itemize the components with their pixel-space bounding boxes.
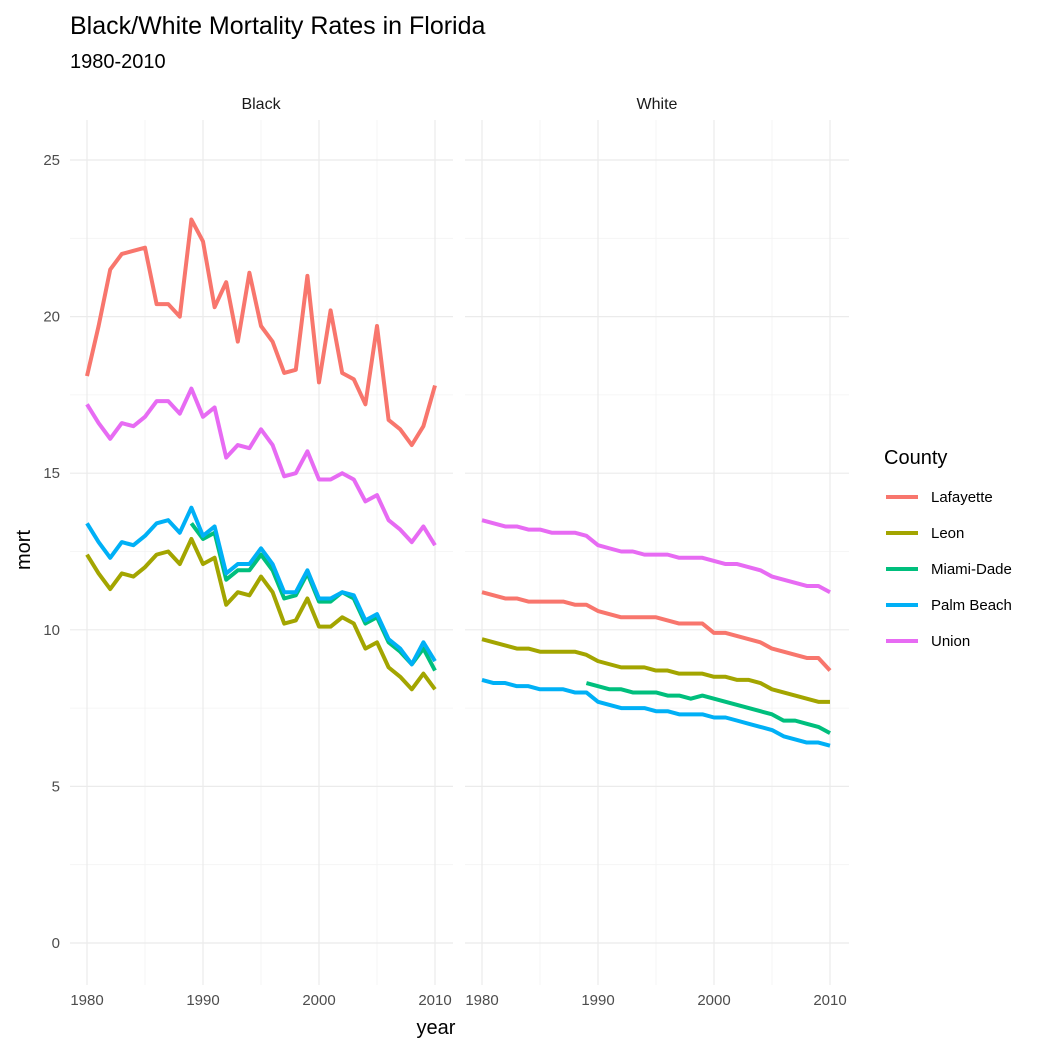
- y-axis-title: mort: [13, 530, 35, 570]
- y-tick-label: 5: [52, 778, 60, 795]
- series-line-black-union: [85, 386, 437, 547]
- y-tick-label: 10: [43, 622, 60, 639]
- series-line-white-miami-dade: [585, 681, 831, 735]
- x-tick-label: 2000: [697, 992, 730, 1009]
- legend-title: County: [884, 447, 947, 469]
- chart-title: Black/White Mortality Rates in Florida: [70, 12, 486, 40]
- y-tick-label: 25: [43, 152, 60, 169]
- x-tick-label: 1990: [581, 992, 614, 1009]
- panel-white-lines: [481, 518, 832, 748]
- series-line-white-union: [481, 518, 831, 594]
- x-tick-label: 1990: [186, 992, 219, 1009]
- panel-black: Black: [70, 96, 453, 985]
- series-line-white-lafayette: [481, 590, 832, 672]
- legend-label-union: Union: [931, 633, 970, 650]
- x-tick-label: 1980: [465, 992, 498, 1009]
- panel-black-grid: [70, 120, 453, 985]
- legend-label-lafayette: Lafayette: [931, 489, 993, 506]
- series-line-white-palm-beach: [481, 677, 831, 748]
- y-axis-ticks: 0 5 10 15 20 25: [43, 152, 60, 952]
- legend: County Lafayette Leon Miami-Dade Palm Beach…: [884, 447, 1012, 650]
- x-tick-label: 1980: [70, 992, 103, 1009]
- strip-label-white: White: [637, 96, 678, 113]
- x-tick-label: 2010: [418, 992, 451, 1009]
- legend-label-miami-dade: Miami-Dade: [931, 561, 1012, 578]
- x-tick-label: 2000: [302, 992, 335, 1009]
- panel-white: White: [465, 96, 849, 985]
- panel-white-grid: [465, 120, 849, 985]
- strip-label-black: Black: [241, 96, 281, 113]
- x-tick-label: 2010: [813, 992, 846, 1009]
- series-line-black-palm-beach: [85, 505, 437, 667]
- panel-black-lines: [85, 217, 437, 692]
- x-axis-title: year: [417, 1017, 456, 1039]
- y-tick-label: 0: [52, 935, 60, 952]
- series-line-black-leon: [85, 536, 437, 692]
- legend-label-leon: Leon: [931, 525, 964, 542]
- x-axis-ticks: 1980 1990 2000 2010 1980 1990 2000 2010: [70, 992, 846, 1009]
- chart-subtitle: 1980-2010: [70, 51, 166, 73]
- series-line-black-lafayette: [85, 217, 437, 448]
- series-line-white-leon: [481, 637, 830, 704]
- y-tick-label: 15: [43, 465, 60, 482]
- legend-label-palm-beach: Palm Beach: [931, 597, 1012, 614]
- y-tick-label: 20: [43, 309, 60, 326]
